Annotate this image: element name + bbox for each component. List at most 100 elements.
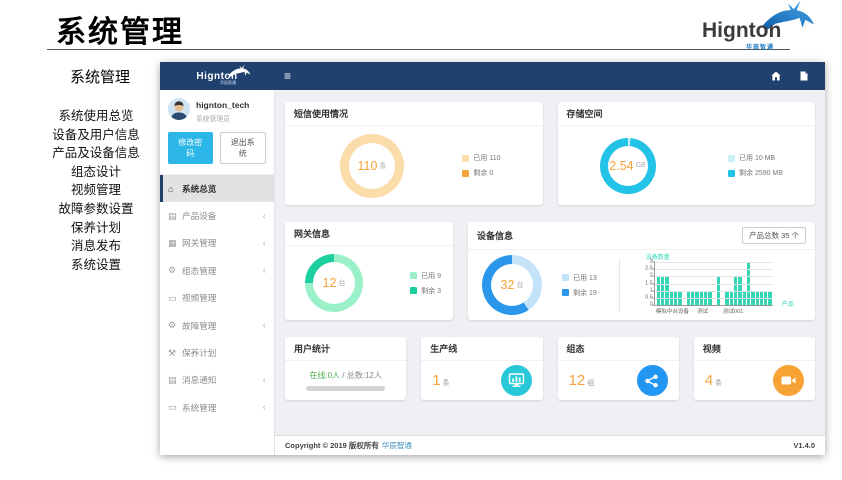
grid-line — [654, 290, 773, 292]
legend-label: 已用 10 MB — [739, 155, 776, 162]
sidebar-toggle-icon[interactable]: ≡ — [284, 69, 292, 83]
y-tick-label: 3 — [649, 258, 653, 265]
chevron-left-icon: ‹ — [262, 402, 266, 414]
app-sidebar: hignton_tech 系统管理员 修改密码 退出系统 ⌂ 系统总览 ▤ 产品设备 ‹… — [160, 90, 275, 455]
menu-item-label: 故障管理 — [182, 320, 217, 331]
company-link[interactable]: 华辰智通 — [381, 441, 412, 450]
sidebar-menu-item[interactable]: ▤ 产品设备 ‹ — [160, 202, 274, 229]
card-title: 网关信息 — [285, 222, 453, 246]
legend-item: 已用 9 — [410, 271, 441, 281]
app-logo-text: Hignton — [196, 70, 238, 82]
y-tick-label: 2.5 — [645, 265, 653, 272]
donut-hole — [349, 142, 395, 189]
legend-item: 剩余 19 — [562, 288, 597, 298]
gateway-count: 12 — [322, 276, 337, 290]
total-users: 总数:12人 — [346, 371, 382, 380]
x-tick-label: 测试 — [697, 309, 709, 315]
monitor-icon: ▭ — [168, 292, 177, 303]
home-icon: ⌂ — [168, 183, 174, 194]
product-total-button[interactable]: 产品总数 35 个 — [741, 227, 806, 244]
config-icon-circle — [636, 365, 668, 396]
card-title: 视频 — [693, 337, 815, 361]
outline-item[interactable]: 视频管理 — [70, 183, 121, 198]
device-card-body: 32 台 已用 13 剩余 19 设备数量 3 2.5 2 1.5 1 0.5 0 模拟中台 — [468, 250, 815, 320]
navbar-icons — [771, 71, 815, 81]
outline-item[interactable]: 系统使用总览 — [58, 109, 134, 123]
copyright-text: Copyright © 2019 版权所有 — [285, 441, 379, 450]
sidebar-menu-item[interactable]: ⚙ 组态管理 ‹ — [160, 257, 274, 284]
chevron-left-icon: ‹ — [262, 237, 266, 249]
legend-gateway: 已用 9 剩余 3 — [410, 271, 441, 296]
outline-item[interactable]: 产品及设备信息 — [52, 146, 140, 161]
outline-item[interactable]: 设备及用户信息 — [52, 127, 140, 142]
card-title: 组态 — [557, 337, 679, 361]
y-tick-label: 2 — [649, 272, 653, 279]
video-icon-circle — [773, 365, 804, 396]
config-value: 12 — [568, 372, 586, 389]
card-title-text: 短信使用情况 — [294, 109, 349, 119]
message-icon: ▤ — [168, 374, 177, 385]
legend-swatch — [410, 287, 418, 294]
user-panel: hignton_tech 系统管理员 — [160, 90, 274, 127]
sidebar-menu-item[interactable]: ▦ 网关管理 ‹ — [160, 230, 274, 257]
menu-item-label: 网关管理 — [182, 238, 217, 249]
outline-item[interactable]: 消息发布 — [70, 239, 121, 254]
config-card-body: 12 组 — [558, 361, 679, 400]
logout-button[interactable]: 退出系统 — [219, 132, 266, 164]
x-tick-label: 测试001 — [723, 309, 744, 315]
donut-hole — [491, 264, 533, 306]
device-donut-chart: 32 台 — [482, 255, 542, 315]
sidebar-menu-item[interactable]: ▤ 消息通知 ‹ — [160, 367, 274, 394]
file-icon[interactable] — [799, 71, 809, 81]
change-password-button[interactable]: 修改密码 — [168, 132, 213, 164]
y-tick-mark — [651, 304, 655, 306]
app-logo[interactable]: Hignton 华辰智通 — [160, 62, 274, 90]
chevron-left-icon: ‹ — [262, 210, 266, 222]
device-bar-chart: 设备数量 3 2.5 2 1.5 1 0.5 0 模拟中台设备 测试 测试001 产品 — [634, 250, 794, 320]
card-title-text: 设备信息 — [477, 231, 514, 241]
card-title-text: 视频 — [702, 344, 721, 354]
online-users: 在线:0人 — [309, 371, 341, 380]
vertical-divider — [618, 258, 620, 312]
outline-item[interactable]: 故障参数设置 — [58, 201, 134, 216]
production-chart-icon — [508, 373, 524, 387]
sidebar-menu-item[interactable]: ⚒ 保养计划 — [160, 339, 274, 366]
video-count: 4 条 — [705, 372, 722, 389]
antelope-logo-icon — [761, 0, 815, 30]
cards-row-2: 网关信息 12 台 已用 9 剩余 3 — [285, 222, 815, 320]
y-tick-label: 1 — [649, 286, 653, 293]
legend-swatch — [728, 169, 736, 177]
app-body: hignton_tech 系统管理员 修改密码 退出系统 ⌂ 系统总览 ▤ 产品设备 ‹… — [160, 90, 825, 455]
card-title: 存储空间 — [557, 102, 815, 126]
legend-swatch — [462, 154, 470, 162]
sidebar-menu-item[interactable]: ⚙ 故障管理 ‹ — [160, 312, 274, 339]
sidebar-menu-item[interactable]: ▭ 视频管理 — [160, 285, 274, 312]
y-tick-mark — [651, 261, 655, 263]
outline-item[interactable]: 系统设置 — [70, 257, 121, 272]
legend-label: 已用 9 — [421, 272, 441, 280]
legend-label: 已用 110 — [473, 155, 501, 162]
sms-donut-chart: 110 条 — [340, 133, 404, 198]
y-tick-mark — [651, 297, 655, 299]
storage-card-body: 2.54 GB 已用 10 MB 剩余 2590 MB — [558, 126, 816, 205]
avatar[interactable] — [168, 98, 190, 120]
legend-storage: 已用 10 MB 剩余 2590 MB — [728, 153, 783, 178]
app-content: 短信使用情况 110 条 已用 110 剩余 0 — [275, 90, 825, 435]
sidebar-menu-item[interactable]: ⌂ 系统总览 — [160, 175, 274, 203]
user-stats-body: 在线:0人 / 总数:12人 — [285, 361, 406, 400]
outline-item[interactable]: 保养计划 — [70, 220, 121, 235]
sidebar-menu-item[interactable]: ▭ 系统管理 ‹ — [160, 394, 274, 421]
home-icon[interactable] — [771, 71, 781, 81]
legend-label: 剩余 2590 MB — [739, 170, 783, 177]
product-icon: ▤ — [168, 210, 177, 221]
app-sidebar-menu: ⌂ 系统总览 ▤ 产品设备 ‹ ▦ 网关管理 ‹ ⚙ 组态管理 ‹ ▭ 视频管理 ⚙ 故障管理 ‹ ⚒ 保养计划 ▤… — [160, 174, 274, 422]
card-title: 用户统计 — [285, 337, 407, 361]
app-top-bar: Hignton 华辰智通 ≡ — [160, 62, 825, 90]
legend-item: 剩余 0 — [462, 168, 500, 178]
outline-item[interactable]: 组态设计 — [70, 164, 121, 179]
monitor-icon: ▭ — [168, 402, 177, 413]
page-title: 系统管理 — [56, 16, 184, 49]
donut-center: 32 台 — [482, 255, 542, 315]
config-unit: 组 — [587, 380, 595, 387]
wrench-icon: ⚒ — [168, 347, 177, 358]
